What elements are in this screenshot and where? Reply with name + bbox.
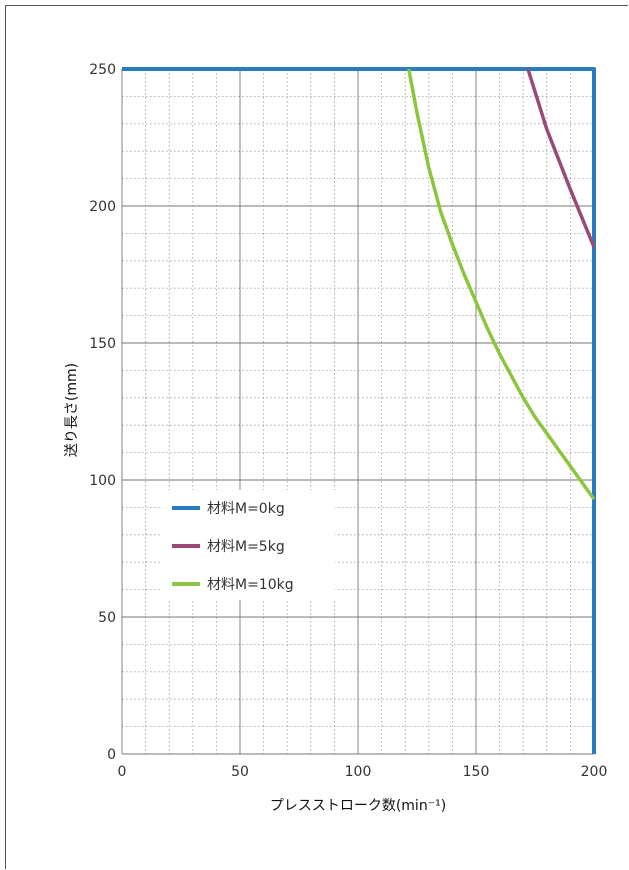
y-tick-label: 100 (89, 473, 116, 489)
chart-frame (5, 5, 628, 869)
y-tick-labels: 0 50 100 150 200 250 (89, 62, 116, 763)
series-line-1 (122, 67, 596, 754)
y-tick-label: 200 (89, 199, 116, 215)
x-tick-label: 150 (463, 764, 490, 780)
legend-label-1: 材料M=0kg (207, 501, 285, 517)
legend-label-3: 材料M=10kg (207, 577, 294, 593)
x-tick-label: 50 (231, 764, 249, 780)
y-axis-title: 送り長さ(mm) (64, 363, 80, 457)
y-tick-label: 150 (89, 336, 116, 352)
series-line-2 (526, 68, 596, 248)
legend-label-2: 材料M=5kg (207, 539, 285, 555)
x-axis-title: プレスストローク数(min⁻¹) (270, 798, 446, 814)
y-tick-label: 50 (98, 610, 116, 626)
y-tick-label: 250 (89, 62, 116, 78)
series-line-3 (407, 68, 596, 501)
x-tick-label: 200 (581, 764, 608, 780)
x-tick-label: 0 (118, 764, 127, 780)
x-tick-labels: 0 50 100 150 200 (118, 764, 608, 780)
y-tick-label: 0 (107, 747, 116, 763)
legend: 材料M=0kg 材料M=5kg 材料M=10kg (160, 490, 335, 600)
series-layer (122, 67, 596, 754)
x-tick-label: 100 (345, 764, 372, 780)
major-grid (121, 68, 595, 755)
